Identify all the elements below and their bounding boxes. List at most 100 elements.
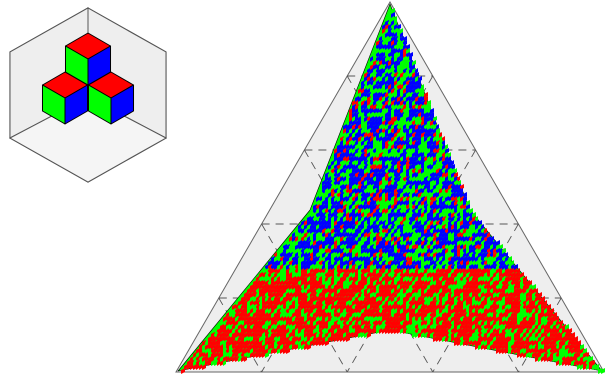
surface-tile-red — [460, 312, 463, 318]
surface-tile-green — [313, 320, 316, 326]
surface-tile-green — [283, 292, 286, 298]
surface-tile-blue — [436, 124, 439, 130]
surface-tile-blue — [343, 228, 346, 234]
surface-tile-blue — [283, 260, 286, 266]
surface-tile-blue — [415, 68, 418, 74]
surface-tile-blue — [472, 236, 475, 242]
surface-tile-green — [388, 68, 391, 74]
surface-tile-red — [523, 324, 526, 330]
surface-tile-red — [319, 244, 322, 250]
surface-tile-green — [316, 260, 319, 266]
surface-tile-red — [496, 348, 499, 354]
surface-tile-red — [394, 188, 397, 194]
surface-tile-red — [475, 304, 478, 310]
surface-tile-blue — [337, 224, 340, 230]
surface-tile-red — [274, 348, 277, 354]
surface-tile-red — [247, 320, 250, 326]
surface-tile-blue — [367, 120, 370, 126]
surface-tile-red — [562, 360, 565, 366]
surface-tile-red — [397, 328, 400, 334]
surface-tile-green — [520, 312, 523, 318]
surface-tile-green — [472, 296, 475, 302]
surface-tile-red — [295, 280, 298, 286]
surface-tile-red — [478, 316, 481, 322]
surface-tile-green — [433, 248, 436, 254]
surface-tile-green — [331, 256, 334, 262]
surface-tile-blue — [346, 224, 349, 230]
surface-tile-blue — [292, 232, 295, 238]
surface-tile-green — [337, 196, 340, 202]
surface-tile-green — [262, 340, 265, 346]
surface-tile-green — [220, 320, 223, 326]
surface-tile-red — [304, 304, 307, 310]
surface-tile-red — [244, 316, 247, 322]
surface-tile-red — [277, 292, 280, 298]
surface-tile-blue — [322, 180, 325, 186]
surface-tile-green — [340, 132, 343, 138]
surface-tile-red — [334, 308, 337, 314]
surface-tile-red — [403, 324, 406, 330]
surface-tile-red — [343, 336, 346, 342]
surface-tile-red — [346, 156, 349, 162]
surface-tile-green — [418, 164, 421, 170]
surface-tile-green — [316, 316, 319, 322]
surface-tile-red — [433, 208, 436, 214]
surface-tile-red — [424, 328, 427, 334]
surface-tile-green — [370, 60, 373, 66]
surface-tile-green — [373, 52, 376, 58]
surface-tile-green — [484, 288, 487, 294]
surface-tile-red — [316, 268, 319, 274]
surface-tile-red — [295, 344, 298, 350]
surface-tile-green — [295, 228, 298, 234]
surface-tile-green — [529, 336, 532, 342]
surface-tile-red — [274, 280, 277, 286]
surface-tile-green — [352, 252, 355, 258]
surface-tile-red — [472, 276, 475, 282]
surface-tile-red — [244, 296, 247, 302]
surface-tile-red — [490, 344, 493, 350]
surface-tile-blue — [349, 256, 352, 262]
surface-tile-red — [370, 272, 373, 278]
surface-tile-blue — [394, 236, 397, 242]
surface-tile-red — [445, 284, 448, 290]
surface-tile-red — [412, 296, 415, 302]
surface-tile-green — [391, 112, 394, 118]
surface-tile-red — [211, 344, 214, 350]
surface-tile-green — [346, 172, 349, 178]
surface-tile-red — [298, 312, 301, 318]
surface-tile-red — [466, 340, 469, 346]
surface-tile-green — [310, 208, 313, 214]
surface-tile-red — [517, 352, 520, 358]
surface-tile-blue — [322, 264, 325, 270]
surface-tile-red — [325, 340, 329, 346]
surface-tile-blue — [349, 192, 352, 198]
surface-tile-red — [550, 312, 553, 318]
surface-tile-green — [397, 228, 400, 234]
surface-tile-blue — [370, 76, 373, 82]
surface-tile-blue — [427, 112, 430, 118]
surface-tile-blue — [388, 204, 391, 210]
surface-tile-green — [508, 288, 511, 294]
surface-tile-red — [511, 348, 514, 354]
surface-tile-red — [208, 360, 211, 366]
surface-tile-green — [364, 180, 367, 186]
surface-tile-green — [229, 344, 232, 350]
surface-tile-red — [400, 280, 403, 286]
surface-tile-red — [430, 320, 433, 326]
surface-tile-red — [310, 292, 313, 298]
surface-tile-red — [442, 332, 445, 338]
surface-tile-red — [433, 332, 436, 338]
surface-tile-green — [559, 352, 562, 358]
surface-tile-red — [349, 284, 352, 290]
surface-tile-red — [454, 292, 457, 298]
surface-tile-green — [442, 176, 445, 182]
surface-tile-green — [400, 308, 403, 314]
surface-tile-red — [550, 336, 553, 342]
surface-tile-red — [403, 272, 406, 278]
surface-tile-blue — [391, 84, 394, 90]
surface-tile-blue — [385, 32, 388, 38]
surface-tile-red — [466, 260, 469, 266]
surface-tile-red — [262, 352, 265, 358]
surface-tile-red — [331, 304, 334, 310]
surface-tile-green — [409, 128, 412, 134]
